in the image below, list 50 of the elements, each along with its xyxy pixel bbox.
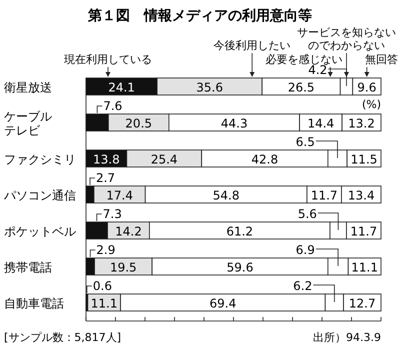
data-label: 11.1: [351, 260, 378, 274]
data-label: 26.5: [288, 80, 315, 94]
y-tick-label: 衛星放送: [4, 80, 52, 94]
data-label: 6.9: [296, 243, 315, 257]
data-label: 54.8: [212, 188, 240, 202]
data-label: 9.6: [357, 80, 376, 94]
data-label: 11.1: [90, 296, 118, 310]
data-label: 59.6: [226, 260, 254, 274]
data-label: 5.6: [298, 207, 317, 221]
data-label: 13.8: [92, 152, 120, 166]
data-label: 7.6: [103, 99, 122, 113]
data-label: 2.7: [96, 171, 116, 185]
data-label: 11.7: [310, 188, 338, 202]
series-label: 必要を感じない: [265, 53, 342, 66]
annotation: (%): [362, 98, 381, 111]
data-label: 69.4: [210, 296, 236, 310]
data-label: 6.5: [296, 135, 315, 149]
y-tick-label: パソコン通信: [3, 188, 76, 202]
y-tick-label: ポケットベル: [4, 224, 76, 238]
data-label: 14.2: [115, 224, 142, 238]
y-tick-label: ファクシミリ: [4, 152, 76, 166]
data-label: 25.4: [150, 152, 178, 166]
y-tick-label: ケーブルテレビ: [4, 110, 52, 138]
text: 今後利用したい: [214, 39, 291, 52]
data-label: 42.8: [251, 152, 278, 166]
data-label: 44.3: [220, 116, 248, 130]
data-label: 24.1: [108, 80, 135, 94]
data-label: 12.7: [348, 296, 376, 310]
chart-title: 第１図 情報メディアの利用意向等: [87, 7, 312, 24]
text: サービスを知らないのでわからない: [296, 26, 396, 52]
data-label: 7.3: [102, 207, 122, 221]
y-tick-label: 携帯電話: [4, 260, 52, 274]
data-label: 6.2: [293, 279, 312, 293]
data-label: 19.5: [110, 260, 137, 274]
data-label: 0.6: [92, 279, 112, 293]
data-label: 14.4: [307, 116, 334, 130]
y-tick-label: 自動車電話: [4, 296, 64, 310]
data-label: 13.2: [348, 116, 375, 130]
data-label: 17.4: [106, 188, 133, 202]
data-label: 35.6: [196, 80, 223, 94]
text: [サンプル数：5,817人]: [4, 331, 122, 344]
data-label: 11.5: [350, 152, 378, 166]
data-label: 11.7: [350, 224, 378, 238]
series-label: 無回答: [365, 53, 398, 66]
data-label: 2.9: [96, 243, 116, 257]
text: 出所）94.3.9: [313, 331, 381, 344]
data-label: 20.5: [125, 116, 152, 130]
series-label: 現在利用している: [64, 53, 152, 66]
data-label: 61.2: [226, 224, 254, 238]
data-label: 13.4: [348, 188, 375, 202]
